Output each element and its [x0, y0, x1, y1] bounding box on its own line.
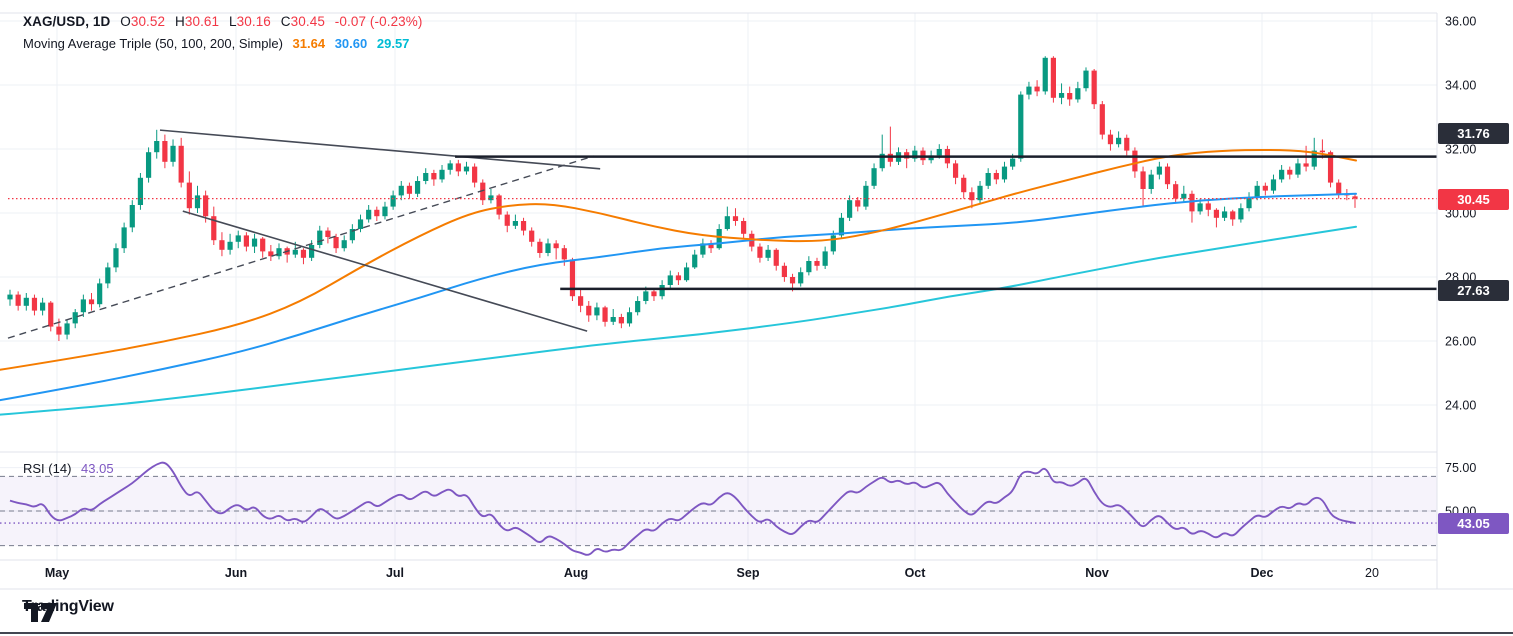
tradingview-brand-text: TradingView: [22, 598, 114, 615]
candlestick-series: [7, 56, 1358, 341]
svg-text:32.00: 32.00: [1445, 143, 1476, 157]
svg-text:34.00: 34.00: [1445, 79, 1476, 93]
svg-text:24.00: 24.00: [1445, 399, 1476, 413]
price-axis-labels: 36.0034.0032.0030.0028.0026.0024.0075.00…: [1445, 15, 1476, 519]
svg-text:30.00: 30.00: [1445, 207, 1476, 221]
rsi-indicator-label: RSI (14): [23, 461, 72, 476]
svg-text:Sep: Sep: [737, 566, 760, 580]
ma200-value: 29.57: [376, 36, 410, 51]
rsi-value-badge: 43.05: [1438, 512, 1509, 534]
svg-text:26.00: 26.00: [1445, 335, 1476, 349]
ma50-line: [0, 148, 1357, 371]
grid: [0, 13, 1437, 560]
svg-text:20: 20: [1365, 566, 1379, 580]
horizontal-level-lines: [455, 155, 1437, 291]
tradingview-branding[interactable]: TradingView: [22, 598, 114, 622]
resistance-price-badge: 31.76: [1438, 122, 1509, 144]
high-value: 30.61: [184, 14, 220, 29]
symbol-title: XAG/USD, 1D: [23, 14, 111, 29]
ma-legend-row[interactable]: Moving Average Triple (50, 100, 200, Sim…: [23, 36, 422, 51]
svg-text:May: May: [45, 566, 69, 580]
svg-text:Dec: Dec: [1251, 566, 1274, 580]
rsi-indicator-value: 43.05: [81, 461, 114, 476]
support-price-badge: 27.63: [1438, 279, 1509, 301]
bottom-divider: [0, 632, 1513, 634]
svg-text:Jun: Jun: [225, 566, 247, 580]
svg-text:Oct: Oct: [905, 566, 927, 580]
change-value: -0.07 (-0.23%): [334, 14, 423, 29]
ma-indicator-label: Moving Average Triple (50, 100, 200, Sim…: [23, 36, 283, 51]
low-label: L: [229, 14, 237, 29]
svg-text:Jul: Jul: [386, 566, 404, 580]
rsi-line: [9, 461, 1356, 556]
ma100-line: [0, 192, 1357, 402]
trend-lines: [7, 129, 601, 339]
chart-svg[interactable]: 36.0034.0032.0030.0028.0026.0024.0075.00…: [0, 0, 1513, 595]
chart-legend: XAG/USD, 1D O30.52 H30.61 L30.16 C30.45 …: [23, 14, 422, 51]
open-label: O: [120, 14, 131, 29]
ma200-line: [0, 225, 1357, 416]
close-label: C: [280, 14, 291, 29]
pane-borders: [0, 12, 1513, 590]
svg-text:36.00: 36.00: [1445, 15, 1476, 29]
svg-text:Aug: Aug: [564, 566, 588, 580]
low-value: 30.16: [236, 14, 271, 29]
tradingview-logo-icon: [24, 603, 57, 622]
svg-text:75.00: 75.00: [1445, 461, 1476, 475]
rsi-legend-row[interactable]: RSI (14) 43.05: [23, 461, 114, 476]
symbol-legend-row[interactable]: XAG/USD, 1D O30.52 H30.61 L30.16 C30.45 …: [23, 14, 422, 29]
time-axis-labels: May Jun Jul Aug Sep Oct Nov Dec 20: [45, 566, 1379, 580]
svg-text:Nov: Nov: [1085, 566, 1109, 580]
ma100-value: 30.60: [334, 36, 368, 51]
open-value: 30.52: [130, 14, 166, 29]
high-label: H: [175, 14, 185, 29]
rsi-band: [0, 475, 1437, 547]
close-value: 30.45: [290, 14, 325, 29]
ma50-value: 31.64: [292, 36, 326, 51]
last-price-badge: 30.45: [1438, 188, 1509, 210]
